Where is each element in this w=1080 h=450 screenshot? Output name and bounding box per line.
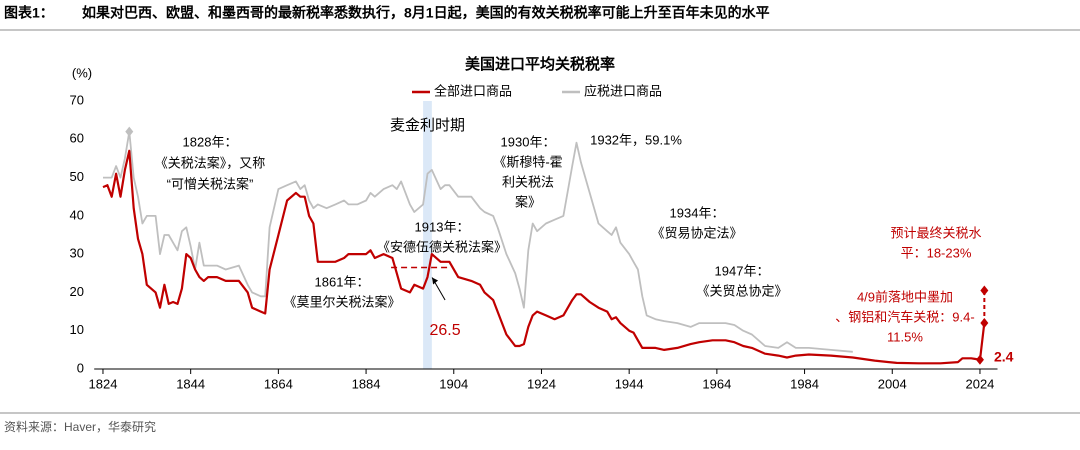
x-tick-label: 1984 — [790, 376, 819, 391]
y-axis-label: (%) — [72, 65, 92, 80]
annotation: 1934年： — [670, 205, 725, 220]
x-tick-label: 1964 — [702, 376, 731, 391]
point-marker — [980, 285, 989, 296]
point-label: 26.5 — [430, 322, 461, 339]
x-tick-label: 1864 — [264, 376, 293, 391]
x-tick-label: 1884 — [352, 376, 381, 391]
y-tick-label: 50 — [70, 169, 84, 184]
y-tick-label: 40 — [70, 207, 84, 222]
series-line — [103, 130, 853, 353]
annotation: 预计最终关税水 — [890, 225, 981, 240]
annotation: 案》 — [515, 194, 541, 209]
point-label: 2.4 — [994, 349, 1014, 365]
series-line — [102, 149, 986, 365]
annotation: 《安德伍德关税法案》 — [377, 239, 507, 254]
annotation: 1861年： — [315, 274, 370, 289]
legend-label: 全部进口商品 — [434, 83, 512, 98]
annotation: 1932年，59.1% — [590, 132, 682, 147]
annotation: 《莫里尔关税法案》 — [283, 294, 400, 309]
x-tick-label: 1824 — [89, 376, 118, 391]
annotation: 、钢铝和汽车关税：9.4- — [835, 309, 974, 324]
point-marker — [125, 126, 134, 137]
x-tick-label: 2024 — [965, 376, 994, 391]
annotation: 1913年： — [415, 219, 470, 234]
annotation: 1947年： — [715, 263, 770, 278]
x-tick-label: 1904 — [439, 376, 468, 391]
y-tick-label: 60 — [70, 131, 84, 146]
chart-title: 美国进口平均关税税率 — [465, 55, 615, 73]
y-tick-label: 20 — [70, 284, 84, 299]
y-tick-label: 0 — [77, 360, 84, 375]
point-marker — [975, 354, 984, 365]
x-tick-label: 1944 — [615, 376, 644, 391]
annotation: 《贸易协定法》 — [651, 225, 742, 240]
annotation: 利关税法 — [502, 174, 554, 189]
annotation: 1828年： — [183, 134, 238, 149]
highlight-band — [423, 101, 432, 369]
annotation: 《斯穆特-霍 — [493, 154, 562, 169]
annotation: 1930年： — [501, 134, 556, 149]
x-tick-label: 1924 — [527, 376, 556, 391]
header-title: 如果对巴西、欧盟、和墨西哥的最新税率悉数执行，8月1日起，美国的有效关税税率可能… — [82, 5, 770, 21]
point-label-arrowhead — [432, 277, 439, 285]
annotation: 《关贸总协定》 — [696, 283, 787, 298]
y-tick-label: 30 — [70, 246, 84, 261]
y-tick-label: 10 — [70, 322, 84, 337]
annotation: 4/9前落地中墨加 — [857, 289, 953, 304]
annotation: 《关税法案》，又称 — [155, 155, 266, 170]
legend-label: 应税进口商品 — [584, 83, 662, 98]
x-tick-label: 2004 — [878, 376, 907, 391]
x-tick-label: 1844 — [176, 376, 205, 391]
header-label: 图表1： — [4, 5, 54, 21]
annotation: “可憎关税法案” — [167, 176, 254, 191]
point-marker — [980, 318, 989, 329]
footer-source: 资料来源：Haver，华泰研究 — [4, 419, 156, 434]
annotation: 11.5% — [887, 329, 923, 344]
annotation: 平：18-23% — [901, 245, 972, 260]
highlight-label: 麦金利时期 — [390, 117, 465, 134]
y-tick-label: 70 — [70, 92, 84, 107]
